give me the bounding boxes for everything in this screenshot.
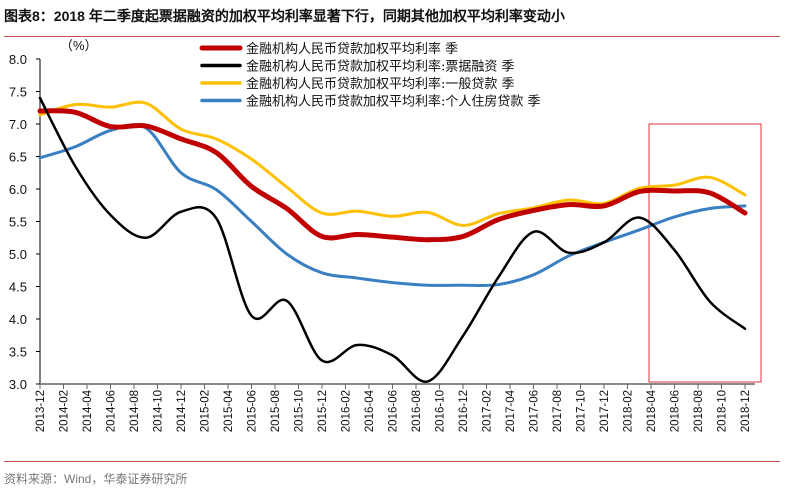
x-tick-label: 2018-12 — [740, 390, 752, 432]
x-tick-label: 2014-10 — [153, 390, 165, 432]
x-tick-label: 2015-04 — [223, 389, 235, 432]
x-tick-label: 2017-08 — [552, 390, 564, 432]
title-divider — [4, 36, 780, 37]
series-line-0 — [37, 108, 748, 243]
y-tick-label: 3.5 — [9, 345, 27, 360]
x-tick-label: 2018-02 — [623, 390, 635, 432]
x-tick-label: 2014-08 — [129, 390, 141, 432]
y-tick-label: 6.0 — [9, 182, 27, 197]
x-tick-label: 2017-10 — [576, 390, 588, 432]
x-tick-label: 2014-04 — [82, 389, 94, 432]
series-line-3 — [38, 123, 747, 287]
axes: 8.0 7.5 7.0 6.5 6.0 5.5 5.0 4.5 4.0 3.5 3.0 2013-12… — [9, 52, 762, 432]
y-tick-label: 4.5 — [9, 280, 27, 295]
x-tick-label: 2014-06 — [106, 390, 118, 432]
legend-label: 金融机构人民币贷款加权平均利率:票据融资 季 — [246, 59, 515, 75]
y-tick-label: 5.0 — [9, 247, 27, 262]
x-tick-label: 2018-10 — [717, 390, 729, 432]
x-tick-label: 2017-04 — [505, 389, 517, 432]
x-tick-label: 2016-06 — [388, 390, 400, 432]
x-tick-label: 2017-06 — [529, 390, 541, 432]
x-tick-label: 2015-08 — [270, 390, 282, 432]
source-note: 资料来源：Wind，华泰证券研究所 — [4, 472, 188, 486]
x-tick-label: 2015-12 — [317, 390, 329, 432]
x-tick-label: 2017-12 — [599, 390, 611, 432]
x-tick-label: 2016-02 — [341, 390, 353, 432]
x-tick-label: 2016-12 — [458, 390, 470, 432]
y-tick-label: 8.0 — [9, 52, 27, 67]
y-tick-label: 6.5 — [9, 150, 27, 165]
x-tick-label: 2013-12 — [35, 390, 47, 432]
legend-label: 金融机构人民币贷款加权平均利率:一般贷款 季 — [246, 76, 515, 92]
x-tick-label: 2018-06 — [670, 390, 682, 432]
series-lines — [37, 96, 748, 383]
x-tick-label: 2015-10 — [294, 390, 306, 432]
y-tick-label: 3.0 — [9, 377, 27, 392]
x-tick-label: 2016-10 — [435, 390, 447, 432]
line-chart: 8.0 7.5 7.0 6.5 6.0 5.5 5.0 4.5 4.0 3.5 3.0 2013-12… — [9, 38, 762, 432]
x-tick-label: 2017-02 — [482, 390, 494, 432]
x-tick-label: 2018-08 — [693, 390, 705, 432]
legend-label: 金融机构人民币贷款加权平均利率:个人住房贷款 季 — [246, 94, 541, 110]
highlight-box — [648, 123, 762, 383]
footer-divider — [4, 461, 780, 462]
y-tick-label: 4.0 — [9, 312, 27, 327]
x-tick-label: 2015-02 — [200, 390, 212, 432]
legend-label: 金融机构人民币贷款加权平均利率 季 — [246, 41, 458, 57]
x-tick-label: 2015-06 — [247, 390, 259, 432]
y-tick-label: 7.5 — [9, 85, 27, 100]
y-tick-label: 5.5 — [9, 215, 27, 230]
x-tick-label: 2016-04 — [364, 389, 376, 432]
x-tick-label: 2014-02 — [59, 390, 71, 432]
y-axis-unit: （%） — [60, 38, 98, 53]
chart-title: 图表8：2018 年二季度起票据融资的加权平均利率显著下行，同期其他加权平均利率… — [4, 8, 565, 24]
series-line-2 — [38, 100, 747, 227]
x-tick-label: 2018-04 — [646, 389, 658, 432]
y-tick-label: 7.0 — [9, 117, 27, 132]
x-tick-label: 2016-08 — [411, 390, 423, 432]
x-tick-label: 2014-12 — [176, 390, 188, 432]
series-line-1 — [38, 96, 747, 383]
